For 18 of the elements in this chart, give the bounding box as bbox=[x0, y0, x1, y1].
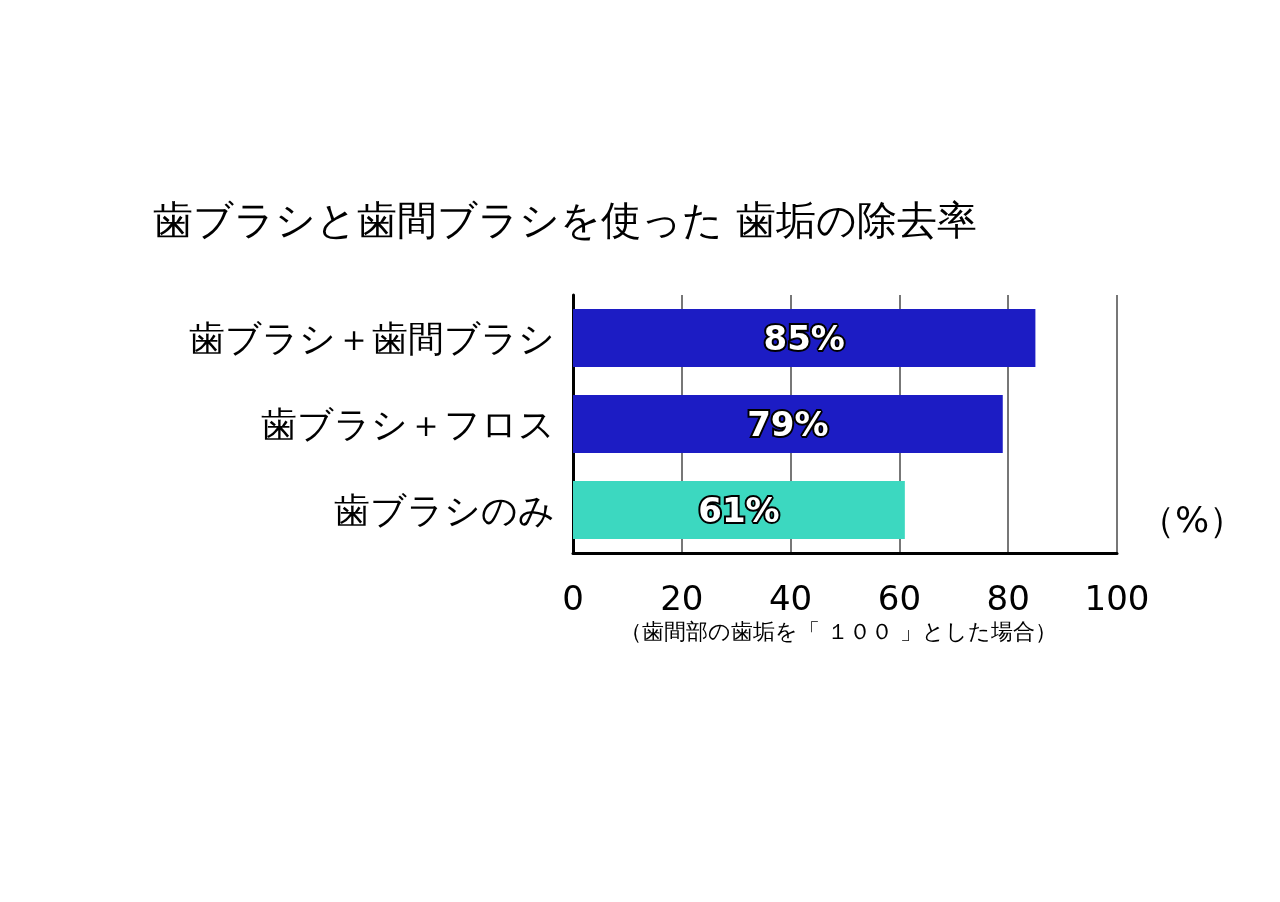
x-tick-label: 20 bbox=[660, 578, 704, 618]
bar bbox=[573, 481, 905, 539]
x-tick-label: 60 bbox=[877, 578, 922, 618]
text: （歯間部の歯垢を「 １００ 」とした場合） bbox=[620, 618, 1057, 644]
x-tick-label: 0 bbox=[562, 578, 584, 618]
y-tick-label: 歯ブラシ＋歯間ブラシ bbox=[189, 317, 555, 359]
x-tick-label: 80 bbox=[986, 578, 1030, 618]
data-label: 61% bbox=[698, 490, 780, 530]
x-tick-label: 40 bbox=[768, 578, 813, 618]
data-label: 85% bbox=[763, 318, 845, 358]
x-tick-label: 100 bbox=[1084, 578, 1150, 618]
bar bbox=[573, 309, 1036, 367]
y-tick-label: 歯ブラシ＋フロス bbox=[261, 403, 555, 445]
x-axis-title: （%） bbox=[1139, 498, 1246, 540]
data-label: 79% bbox=[747, 404, 829, 444]
y-tick-label: 歯ブラシのみ bbox=[334, 489, 555, 531]
bar bbox=[573, 395, 1003, 453]
chart-title: 歯ブラシと歯間ブラシを使った 歯垢の除去率 bbox=[153, 197, 977, 243]
